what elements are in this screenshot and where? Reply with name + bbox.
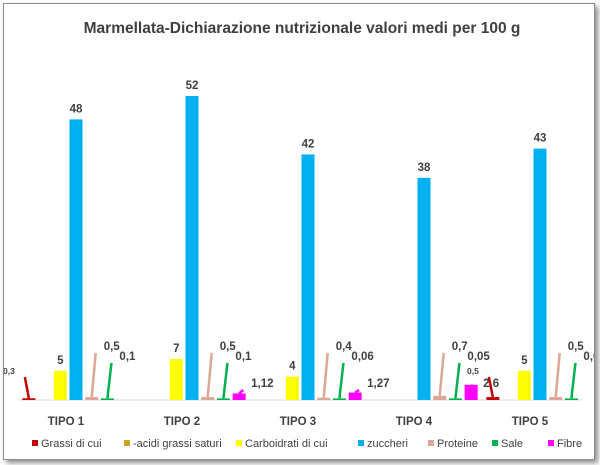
- label-leader-line: [554, 352, 561, 398]
- bar: [100, 398, 114, 400]
- legend-entry: Proteine: [437, 438, 478, 450]
- data-label: 0,1: [235, 351, 252, 363]
- bar: [464, 384, 478, 400]
- data-label: 5: [57, 355, 64, 367]
- label-leader-line: [322, 352, 329, 398]
- data-label: 0,01: [583, 351, 594, 363]
- data-label: 5: [521, 355, 528, 367]
- chart-title: Marmellata-Dichiarazione nutrizionale va…: [84, 20, 521, 37]
- bar: [448, 398, 462, 400]
- data-label: 0,1: [119, 351, 136, 363]
- bar: [169, 359, 183, 400]
- legend-entry: zuccheri: [367, 438, 408, 450]
- bar: [53, 370, 67, 400]
- category-label: TIPO 4: [396, 416, 433, 428]
- bar: [22, 398, 36, 400]
- data-label: 52: [186, 80, 199, 92]
- data-label: 0,06: [351, 351, 373, 363]
- label-leader-line: [206, 352, 213, 398]
- bar: [517, 370, 531, 400]
- category-label: TIPO 2: [164, 416, 200, 428]
- bar: [332, 398, 346, 400]
- data-label: 7: [173, 343, 179, 355]
- legend-entry: Grassi di cui: [41, 438, 102, 450]
- bar: [285, 376, 299, 400]
- legend-swatch: [428, 440, 434, 446]
- bar: [564, 398, 578, 400]
- bar: [533, 148, 547, 400]
- legend-swatch: [358, 440, 364, 446]
- data-label: 38: [418, 162, 431, 174]
- legend-swatch: [32, 440, 38, 446]
- category-labels: TIPO 1 TIPO 2 TIPO 3 TIPO 4 TIPO 5: [48, 416, 549, 428]
- label-leader-line: [238, 389, 244, 395]
- legend-swatch: [492, 440, 498, 446]
- legend-swatch: [124, 440, 130, 446]
- bar: [433, 395, 447, 400]
- data-label: 0,3: [4, 366, 15, 376]
- data-label: 0,05: [467, 351, 490, 363]
- legend-entry: Fibre: [557, 438, 582, 450]
- category-label: TIPO 5: [512, 416, 549, 428]
- bars-layer: [22, 96, 578, 400]
- label-leader-line: [338, 362, 345, 399]
- label-leader-line: [106, 362, 113, 399]
- bar: [417, 177, 431, 400]
- chart-frame: Marmellata-Dichiarazione nutrizionale va…: [3, 3, 595, 460]
- label-leader-line: [454, 362, 461, 399]
- data-label: 1,12: [251, 378, 273, 390]
- data-label: 1,27: [367, 378, 389, 390]
- label-leader-line: [354, 388, 360, 394]
- label-leader-line: [222, 362, 229, 399]
- label-leader-line: [438, 352, 445, 397]
- bar: [216, 398, 230, 400]
- legend-swatch: [236, 440, 242, 446]
- bar: [69, 119, 83, 400]
- data-label: 48: [70, 103, 83, 115]
- bar: [201, 397, 215, 400]
- label-leader-line: [470, 384, 477, 391]
- label-leader-line: [90, 352, 97, 398]
- bar: [85, 397, 99, 400]
- data-label: 0,7: [452, 341, 468, 353]
- legend-entry: Carboidrati di cui: [245, 438, 328, 450]
- bar: [549, 397, 563, 400]
- bar: [185, 96, 199, 400]
- data-label: 0,5: [220, 341, 237, 353]
- label-leader-line: [487, 376, 495, 398]
- legend-entry: Sale: [501, 438, 523, 450]
- chart-svg: Marmellata-Dichiarazione nutrizionale va…: [4, 20, 594, 450]
- data-labels-layer: 0,35480,50,17520,50,11,124420,40,061,273…: [4, 80, 594, 399]
- data-label: 0,5: [568, 341, 585, 353]
- data-label: 42: [302, 138, 315, 150]
- data-label: 0,4: [336, 341, 353, 353]
- label-leader-line: [570, 362, 577, 399]
- bar: [317, 397, 331, 400]
- data-label: 43: [534, 133, 547, 145]
- label-leader-line: [23, 376, 31, 399]
- data-label: 0,5: [104, 341, 121, 353]
- data-label: 0,5: [467, 366, 479, 376]
- bar: [486, 397, 500, 400]
- legend-swatch: [548, 440, 554, 446]
- category-label: TIPO 3: [280, 416, 316, 428]
- category-label: TIPO 1: [48, 416, 85, 428]
- data-label: 4: [289, 361, 296, 373]
- legend: Grassi di cui -acidi grassi saturi Carboid…: [32, 438, 582, 450]
- bar: [348, 392, 362, 400]
- bar: [301, 154, 315, 400]
- legend-entry: -acidi grassi saturi: [133, 438, 222, 450]
- bar: [232, 393, 246, 400]
